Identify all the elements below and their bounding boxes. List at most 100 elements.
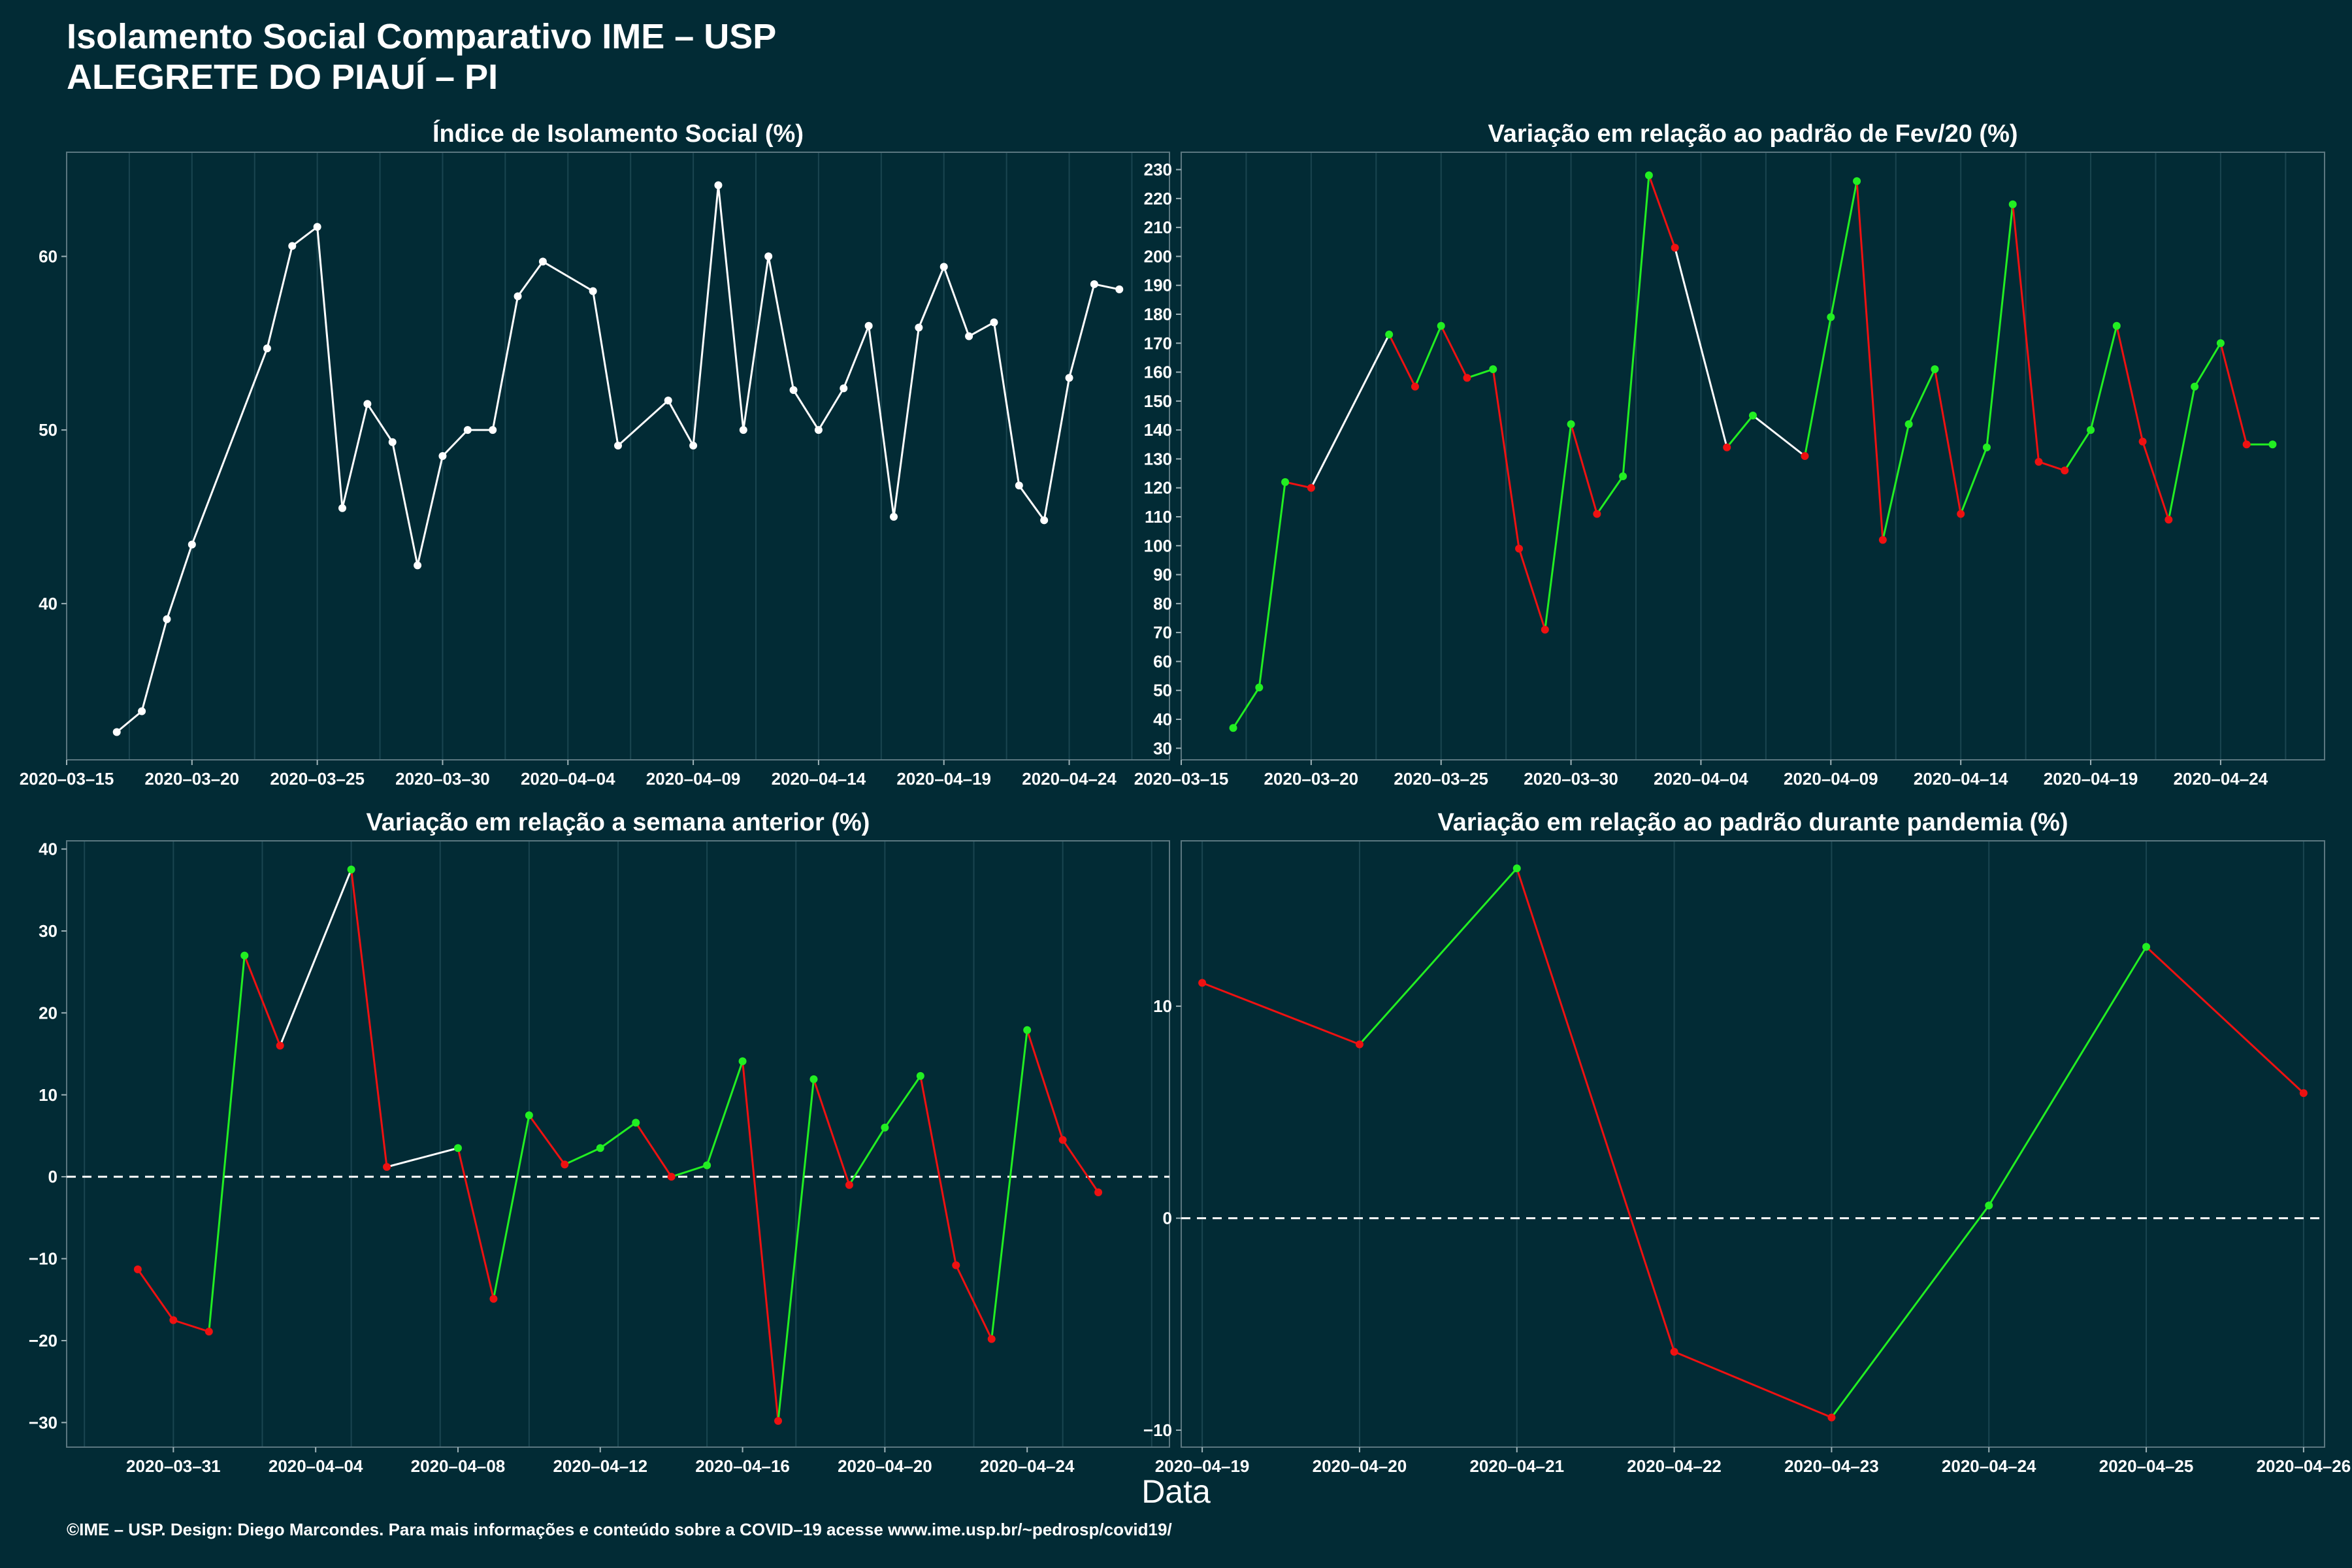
- series-segment: [386, 1147, 459, 1168]
- series-segment: [592, 291, 619, 446]
- x-tick-label: 2020–04–20: [838, 1456, 932, 1476]
- chart-panel-isolation-index: Índice de Isolamento Social (%) 40 50 60 202…: [20, 119, 1170, 789]
- series-segment: [137, 1269, 174, 1321]
- data-point: [163, 615, 171, 623]
- data-point: [363, 400, 372, 408]
- data-point: [990, 318, 998, 327]
- series-segment: [517, 261, 544, 297]
- data-point: [1671, 244, 1679, 252]
- data-point: [739, 426, 747, 434]
- data-point: [1385, 331, 1394, 338]
- footer-credits: ©IME – USP. Design: Diego Marcondes. Par…: [67, 1520, 1172, 1539]
- data-point: [1541, 625, 1549, 634]
- y-tick-label: 200: [1144, 246, 1172, 266]
- series-segment: [1985, 204, 2014, 448]
- data-point: [538, 257, 547, 266]
- data-point: [916, 1071, 924, 1080]
- panel-title: Índice de Isolamento Social (%): [433, 119, 804, 148]
- data-point: [133, 1265, 142, 1273]
- series-segment: [617, 399, 669, 447]
- series-segment: [2012, 204, 2040, 463]
- x-tick-label: 2020–04–14: [772, 769, 866, 789]
- series-segment: [291, 226, 318, 247]
- series-segment: [1232, 687, 1260, 729]
- gridlines: [1201, 841, 2304, 1447]
- x-tick-label: 2020–03–25: [1394, 769, 1488, 789]
- data-point: [1411, 382, 1419, 391]
- data-point: [1515, 544, 1524, 553]
- series-line: [1232, 174, 2273, 729]
- x-tick-label: 2020–04–09: [1784, 769, 1878, 789]
- y-tick-label: 80: [1153, 594, 1172, 613]
- series-segment: [391, 442, 419, 566]
- data-point: [288, 242, 297, 250]
- series-segment: [542, 261, 594, 292]
- panel-frame: [66, 840, 1170, 1448]
- series-segment: [1648, 174, 1676, 248]
- data-point: [204, 1328, 213, 1336]
- series-segment: [968, 321, 995, 337]
- y-tick-label: 50: [39, 420, 57, 440]
- x-axis-title: Data: [1141, 1473, 1211, 1510]
- x-tick-label: 2020–04–26: [2257, 1456, 2351, 1476]
- series-segment: [341, 403, 368, 509]
- series-segment: [350, 869, 388, 1168]
- data-point: [263, 344, 271, 353]
- y-tick-label: 60: [1153, 651, 1172, 671]
- x-tick-label: 2020–04–09: [646, 769, 741, 789]
- x-tick-label: 2020–04–22: [1627, 1456, 1722, 1476]
- series-segment: [266, 246, 293, 349]
- series-segment: [316, 227, 344, 508]
- series-segment: [116, 710, 143, 733]
- series-segment: [1068, 284, 1096, 378]
- x-tick-label: 2020–03–15: [20, 769, 114, 789]
- series-segment: [2167, 386, 2196, 520]
- series-segment: [1804, 317, 1832, 457]
- series-segment: [742, 256, 770, 431]
- data-point: [1723, 443, 1731, 451]
- series-segment: [742, 1061, 779, 1422]
- data-point: [845, 1181, 853, 1189]
- data-point: [864, 321, 873, 330]
- series-line: [116, 185, 1120, 733]
- data-point: [2008, 200, 2017, 208]
- y-tick-label: 40: [39, 594, 57, 613]
- x-tick-label: 2020–03–20: [145, 769, 240, 789]
- series-points: [1198, 864, 2308, 1422]
- series-segment: [2219, 342, 2248, 445]
- data-point: [1904, 420, 1913, 429]
- series-segment: [1674, 247, 1728, 448]
- series-segment: [917, 266, 945, 328]
- series-segment: [1201, 982, 1360, 1045]
- series-segment: [2038, 461, 2065, 472]
- series-segment: [491, 296, 519, 431]
- series-segment: [564, 1147, 601, 1166]
- series-segment: [2142, 441, 2170, 520]
- series-segment: [1933, 368, 1962, 514]
- x-tick-label: 2020–04–25: [2099, 1456, 2194, 1476]
- data-point: [2034, 457, 2043, 466]
- data-point: [689, 442, 698, 450]
- x-tick-label: 2020–04–19: [2044, 769, 2138, 789]
- data-point: [1229, 724, 1237, 732]
- series-segment: [1414, 325, 1443, 387]
- data-point: [2299, 1089, 2308, 1098]
- y-tick-label: 20: [39, 1003, 57, 1022]
- y-tick-label: −20: [29, 1331, 57, 1350]
- data-point: [1827, 313, 1835, 321]
- y-tick-label: 70: [1153, 623, 1172, 642]
- data-point: [596, 1144, 604, 1152]
- data-point: [2061, 466, 2069, 475]
- data-point: [276, 1041, 284, 1050]
- series-segment: [1570, 423, 1598, 514]
- data-point: [774, 1416, 783, 1425]
- data-point: [881, 1123, 889, 1132]
- series-segment: [208, 955, 246, 1332]
- data-point: [383, 1163, 391, 1171]
- panel-title: Variação em relação a semana anterior (%…: [367, 809, 870, 836]
- series-segment: [1026, 1030, 1064, 1141]
- chart-panel-variation-feb: Variação em relação ao padrão de Fev/20 …: [1134, 120, 2325, 789]
- data-point: [112, 728, 121, 736]
- data-point: [313, 223, 321, 231]
- y-tick-label: 90: [1153, 565, 1172, 585]
